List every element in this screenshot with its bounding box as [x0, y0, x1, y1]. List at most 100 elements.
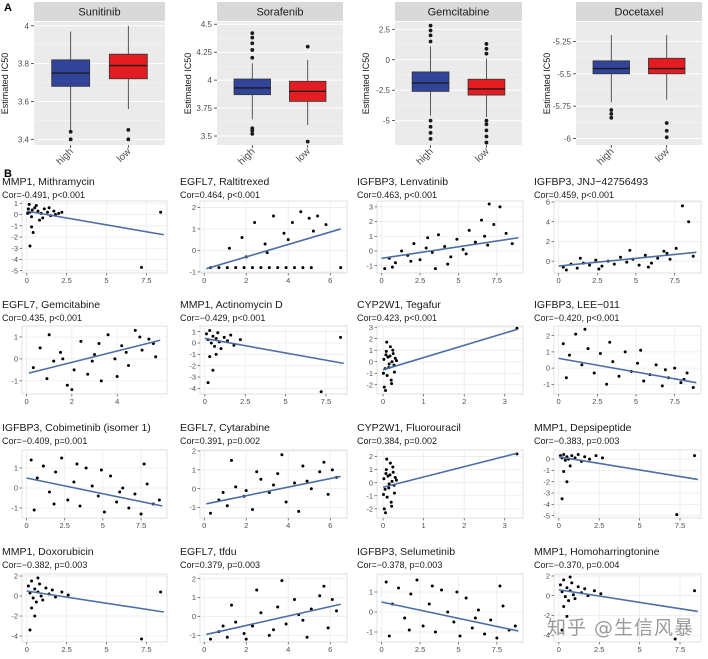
- data-point: [382, 507, 386, 511]
- y-axis-label: Estimated IC50: [542, 53, 552, 115]
- box-high: [411, 71, 450, 92]
- data-point: [214, 336, 218, 340]
- data-point: [211, 368, 215, 372]
- scatter-subtitle: Cor=-0.491, p<0.001: [2, 190, 85, 200]
- scatter-title: IGFBP3, JNJ−42756493: [534, 176, 648, 188]
- data-point: [407, 628, 411, 632]
- data-point: [592, 371, 596, 375]
- data-point: [272, 628, 275, 632]
- data-point: [583, 327, 587, 331]
- data-point: [265, 251, 269, 255]
- data-point: [580, 363, 584, 367]
- data-point: [387, 362, 391, 366]
- data-point: [34, 600, 38, 604]
- x-tick-label: 3: [503, 397, 507, 406]
- outlier-point: [305, 44, 310, 49]
- y-tick-label: 0: [14, 210, 18, 219]
- data-point: [674, 246, 678, 250]
- data-point: [84, 466, 88, 470]
- y-tick-label: 4.5: [201, 20, 213, 29]
- data-point: [384, 472, 388, 476]
- data-point: [464, 252, 468, 256]
- data-point: [259, 266, 263, 270]
- data-point: [34, 204, 38, 207]
- y-tick-label: -4: [11, 255, 18, 264]
- data-point: [30, 208, 34, 212]
- data-point: [52, 502, 56, 506]
- scatter-title: EGFL7, Cytarabine: [180, 422, 270, 434]
- watermark: 知乎 @生信风暴: [546, 617, 694, 639]
- y-tick-label: -1: [543, 466, 550, 475]
- scatter-15: IGFBP3, Selumetinib Cor=−0.378, p=0.003 0 2…: [357, 546, 524, 654]
- data-point: [36, 576, 40, 580]
- outlier-point: [484, 51, 489, 56]
- data-point: [276, 605, 280, 609]
- data-point: [284, 500, 288, 504]
- x-tick-label: 7.5: [136, 521, 146, 530]
- data-point: [430, 584, 434, 588]
- data-point: [225, 635, 229, 639]
- data-point: [339, 266, 343, 270]
- scatter-title: CYP2W1, Tegafur: [357, 299, 441, 311]
- y-tick-label: -2: [11, 233, 18, 242]
- data-point: [339, 335, 343, 339]
- x-tick-label: 2.5: [592, 397, 602, 406]
- data-point: [86, 372, 90, 376]
- y-tick-label: 0: [369, 247, 373, 256]
- data-point: [26, 211, 30, 215]
- outlier-point: [484, 128, 489, 133]
- data-point: [570, 581, 574, 585]
- x-tick-label: 2: [244, 645, 248, 654]
- y-tick-label: 0: [546, 364, 550, 373]
- data-point: [229, 333, 233, 337]
- data-point: [251, 508, 254, 511]
- data-point: [564, 268, 568, 272]
- data-point: [388, 354, 392, 358]
- y-tick-label: 0: [546, 257, 550, 266]
- x-tick-label: 5: [101, 521, 105, 530]
- data-point: [253, 220, 257, 224]
- y-tick-label: 4: [546, 217, 550, 226]
- data-point: [31, 366, 35, 370]
- x-tick-label: 7.5: [669, 276, 679, 285]
- data-point: [592, 589, 596, 593]
- data-point: [208, 329, 212, 333]
- outlier-point: [609, 108, 614, 112]
- scatter-3: IGFBP3, Lenvatinib Cor=0.463, p<0.001 0 2.5…: [357, 176, 524, 285]
- data-point: [567, 353, 571, 357]
- data-point: [562, 605, 566, 609]
- data-point: [418, 258, 422, 262]
- data-point: [576, 585, 580, 589]
- data-point: [109, 474, 113, 478]
- regression-line: [382, 328, 518, 371]
- data-point: [219, 347, 223, 351]
- regression-line: [558, 251, 697, 267]
- data-point: [102, 510, 106, 514]
- y-tick-label: -5: [383, 117, 391, 126]
- plot-panel: [553, 325, 702, 395]
- x-tick-label: 7.5: [675, 645, 685, 654]
- y-tick-label: 0: [369, 608, 373, 617]
- data-point: [60, 210, 64, 214]
- y-tick-label: -2: [11, 612, 18, 621]
- scatter-title: EGFL7, Raltitrexed: [180, 176, 269, 188]
- data-point: [140, 265, 144, 269]
- box-low: [108, 53, 148, 80]
- x-tick-label: 2.5: [60, 521, 70, 530]
- data-point: [483, 632, 487, 636]
- data-point: [636, 361, 640, 365]
- data-point: [612, 262, 616, 266]
- data-point: [600, 456, 604, 460]
- scatter-title: MMP1, Doxorubicin: [2, 546, 94, 558]
- data-point: [436, 233, 440, 237]
- data-point: [47, 206, 51, 210]
- y-tick-label: 3.5: [201, 132, 213, 141]
- x-tick-label: 0: [25, 645, 29, 654]
- data-point: [433, 267, 437, 271]
- plot-panel: [553, 449, 702, 519]
- data-point: [30, 225, 34, 229]
- y-tick-label: 1: [192, 225, 196, 234]
- scatter-subtitle: Cor=0.464, p<0.001: [180, 190, 260, 200]
- scatter-title: CYP2W1, Fluorouracil: [357, 422, 461, 434]
